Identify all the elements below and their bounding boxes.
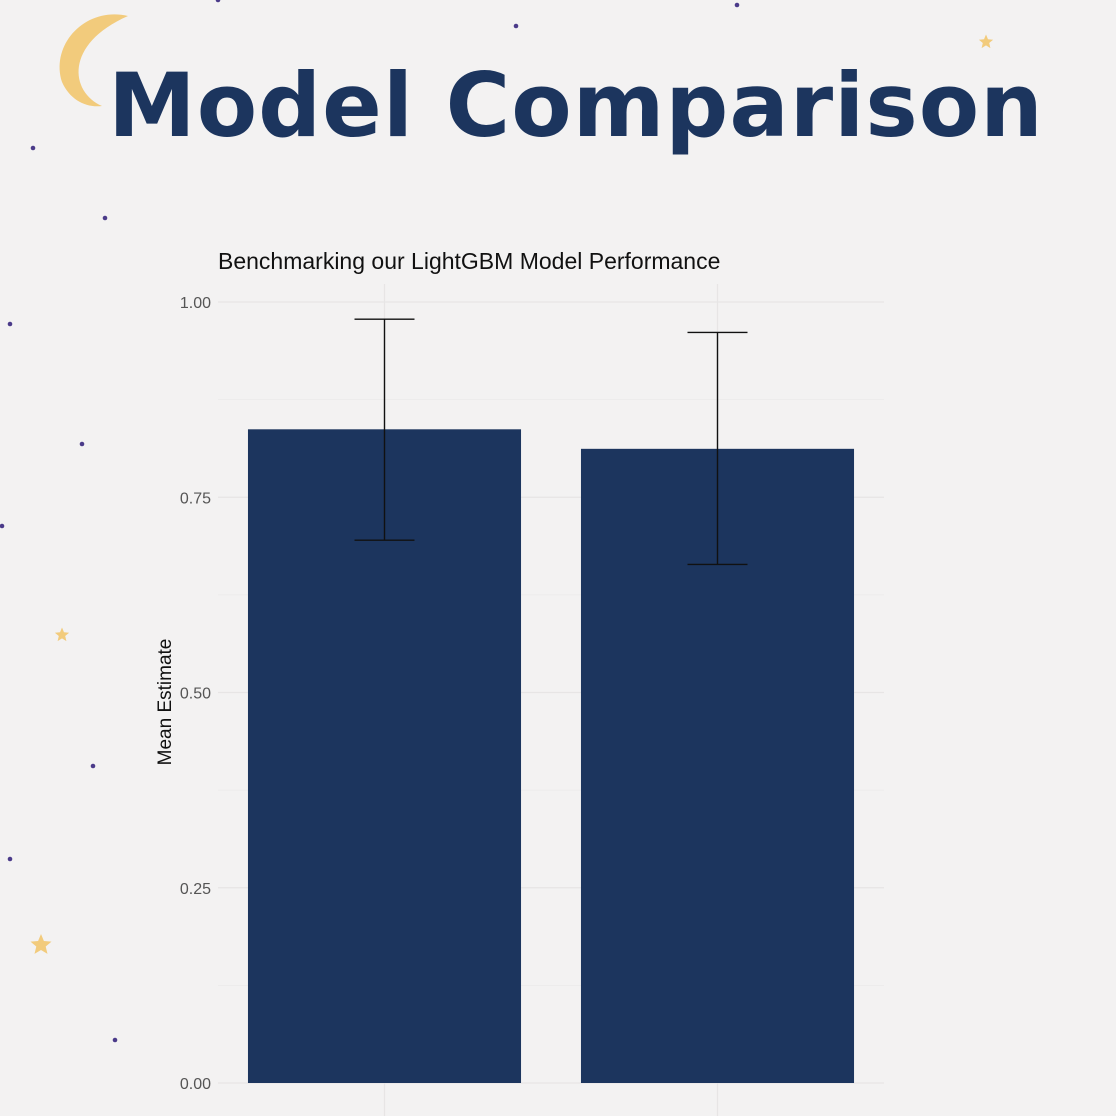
- dot: [7, 856, 13, 862]
- bars: [247, 429, 855, 1084]
- dot: [112, 1037, 118, 1043]
- error-bar-2: [687, 331, 748, 566]
- dot: [215, 0, 221, 3]
- y-tick-label: 0.50: [180, 686, 211, 703]
- y-tick-label: 0.75: [180, 490, 211, 507]
- dot: [7, 321, 13, 327]
- dot: [734, 2, 740, 8]
- page-title: Model Comparison: [108, 54, 1044, 157]
- dot: [102, 215, 108, 221]
- chart-title: Benchmarking our LightGBM Model Performa…: [218, 248, 720, 274]
- dot: [0, 523, 5, 529]
- error-bars: [354, 318, 748, 566]
- y-axis-label: Mean Estimate: [155, 639, 176, 766]
- dot: [79, 441, 85, 447]
- error-bar-1: [354, 318, 415, 541]
- dot: [30, 145, 36, 151]
- dot: [513, 23, 519, 29]
- star-icon: [30, 934, 52, 954]
- star-icon: [978, 34, 994, 49]
- y-tick-label: 0.25: [180, 881, 211, 898]
- dot: [90, 763, 96, 769]
- y-tick-label: 1.00: [180, 295, 211, 312]
- moon-icon: [59, 14, 128, 107]
- y-tick-label: 0.00: [180, 1076, 211, 1093]
- y-axis-ticks: 0.00 0.25 0.50 0.75 1.00: [180, 295, 211, 1093]
- star-icon: [54, 627, 70, 642]
